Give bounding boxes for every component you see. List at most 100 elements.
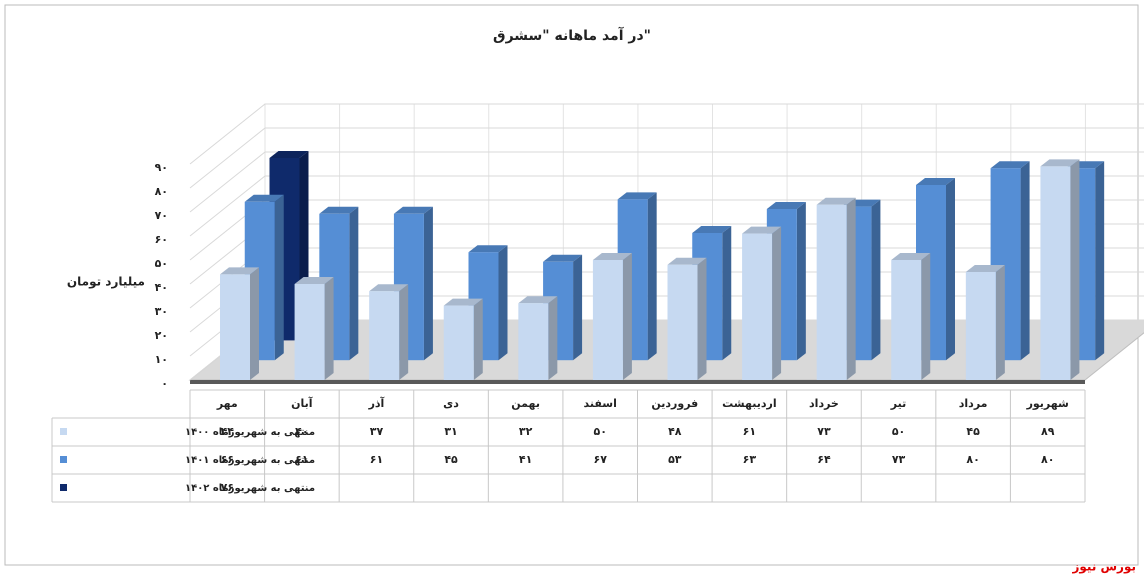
bar-front [742,233,773,380]
data-label: ۸۹ [1041,425,1055,438]
x-tick-label: آبان [291,396,313,410]
floor-edge [190,380,1085,384]
bar-top [518,296,558,304]
legend-key [60,428,67,435]
bar-front [816,204,847,380]
bar-top [692,226,732,233]
x-tick-label: مهر [216,397,238,410]
y-tick-label: ۷۰ [155,209,168,222]
data-label: ۶۱ [295,453,308,466]
bar-top [220,267,259,275]
bar-front [667,264,698,380]
grid-line [189,127,1144,189]
data-label: ۶۴ [817,453,831,466]
bar [294,277,334,380]
data-label: ۵۳ [668,453,682,466]
bar-top [294,277,334,284]
x-tick-label: تیر [890,397,906,410]
bar-side [349,206,359,361]
chart-title: در آمد ماهانه "سشرق" [493,26,651,44]
bar-side [1070,159,1080,380]
y-tick-label: ۱۰ [155,353,168,366]
bar-side [995,265,1005,380]
bar [220,267,259,380]
x-tick-label: آذر [368,396,385,410]
bar-side [423,206,433,361]
bar-top [667,257,707,265]
legend-label: منتهی به شهریورماه ۱۴۰۰ [185,427,315,438]
bar [816,197,856,380]
data-label: ۴۴ [221,425,235,438]
source: بورس نیوز [1071,560,1136,575]
bar [742,226,782,380]
data-label: ۴۱ [519,453,532,466]
bar-top [269,151,309,158]
data-label: ۶۱ [743,425,756,438]
data-label: ۶۷ [593,453,607,466]
bar-top [916,178,955,185]
bar [518,296,558,380]
data-label: ۳۲ [519,425,533,438]
bar-top [742,226,782,234]
data-label: ۴۸ [668,425,682,438]
x-tick-label: بهمن [511,397,540,410]
data-label: ۶۳ [743,453,757,466]
y-tick-label: ۰ [161,377,168,390]
data-label: ۴۰ [295,425,308,438]
bar-front [369,291,400,380]
bar-top [592,253,632,260]
y-tick-label: ۶۰ [155,233,168,246]
bar-front [965,272,996,380]
bar-side [921,253,931,380]
data-label: ۵۰ [593,425,606,438]
bar-top [443,298,483,306]
x-tick-label: مرداد [959,397,988,410]
bar [369,284,409,380]
bar-side [946,178,955,361]
bar [965,265,1005,380]
bar-top [244,194,284,202]
bar-side [647,192,657,361]
bar-front [1040,166,1071,380]
bar-top [816,197,856,205]
data-label: ۷۶ [221,481,234,494]
legend-label: منتهی به شهریورماه ۱۴۰۲ [185,483,315,494]
bar-side [871,199,881,361]
x-tick-label: خرداد [809,397,839,410]
data-label: ۳۱ [444,425,457,438]
bar-side [399,284,409,380]
legend-label: منتهی به شهریورماه ۱۴۰۱ [185,455,315,466]
grid-line [189,175,1144,237]
bar-top [468,245,508,253]
bar-top [990,161,1030,169]
y-tick-label: ۲۰ [155,329,168,342]
data-label: ۴۵ [444,453,458,466]
data-label: ۸۰ [1041,453,1054,466]
data-label: ۴۵ [966,425,980,438]
bar [1040,159,1080,380]
bar [592,253,632,380]
bar-front [891,260,922,380]
bar [443,298,483,380]
bar-side [573,254,583,361]
bar-side [697,257,707,380]
bar-side [1095,161,1105,361]
data-label: ۶۱ [370,453,383,466]
bar-side [846,197,856,380]
data-label: ۸۰ [966,453,979,466]
data-label: ۷۳ [817,425,831,438]
legend-key [60,456,67,463]
bar-front [443,305,474,380]
bar-side [796,202,806,361]
y-tick-label: ۳۰ [155,305,168,318]
bar-top [319,206,359,214]
y-tick-label: ۵۰ [155,257,168,270]
x-tick-label: دی [443,397,459,410]
bar-front [592,260,623,380]
x-tick-label: اسفند [584,397,617,410]
bar-top [1040,159,1080,167]
bar [667,257,707,380]
grid-line [189,103,1144,165]
grid-line [189,151,1144,213]
